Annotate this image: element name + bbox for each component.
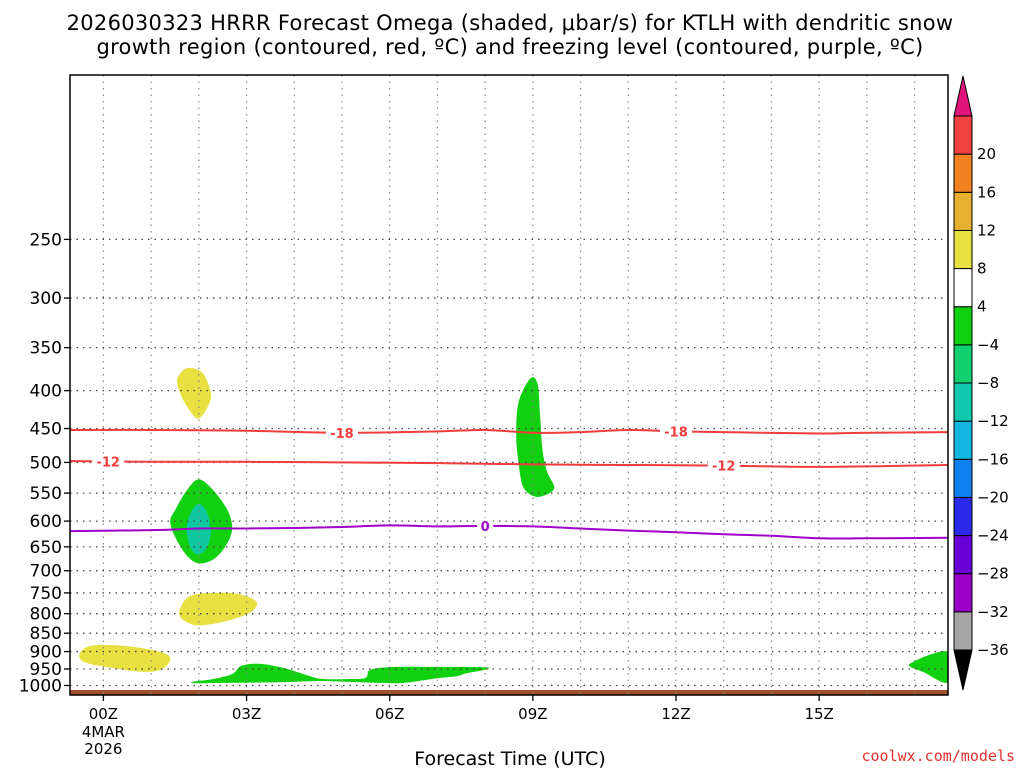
plot-frame (69, 74, 949, 696)
shaded-region-omega-positive-925 (79, 644, 171, 672)
colorbar-label: −16 (977, 450, 1009, 468)
contour-label-bg (325, 424, 358, 441)
contour-label-bg (477, 517, 494, 534)
x-tick-label: 06Z (375, 705, 404, 723)
shaded-region-omega-negative-ascent-400 (516, 377, 555, 497)
shaded-region-terrain (70, 690, 948, 695)
colorbar-over-arrow (953, 75, 973, 117)
y-tick-label: 400 (30, 382, 62, 402)
colorbar-label: 16 (977, 183, 996, 201)
colorbar-under-arrow (953, 649, 973, 691)
colorbar-label: −36 (977, 641, 1009, 659)
credit-text: coolwx.com/models (861, 747, 1015, 765)
colorbar-swatch (953, 306, 973, 346)
contour-label: -18 (330, 427, 354, 442)
contour-label-bg (707, 457, 740, 474)
y-tick-label: 500 (30, 453, 62, 473)
y-tick-label: 900 (30, 643, 62, 663)
contour-label: -18 (664, 425, 688, 440)
shaded-region-omega-negative-edge (909, 651, 948, 683)
chart-title-line1: 2026030323 HRRR Forecast Omega (shaded, … (67, 11, 954, 35)
shaded-region-omega-positive-400 (177, 367, 212, 419)
colorbar-label: −4 (977, 336, 999, 354)
y-tick-label: 550 (30, 484, 62, 504)
colorbar-label: 4 (977, 298, 987, 316)
colorbar-swatch (953, 344, 973, 384)
y-tick-label: 300 (30, 289, 62, 309)
x-tick-label: 09Z (518, 705, 547, 723)
x-tick-label: 15Z (804, 705, 833, 723)
y-tick-label: 250 (30, 230, 62, 250)
contour-dendritic-18 (70, 428, 948, 435)
x-tick-label: 03Z (232, 705, 261, 723)
y-tick-label: 450 (30, 420, 62, 440)
y-tick-label: 950 (30, 660, 62, 680)
contour-label: 0 (481, 520, 490, 535)
y-tick-label: 750 (30, 584, 62, 604)
colorbar-swatch (953, 573, 973, 613)
colorbar-label: −8 (977, 374, 999, 392)
colorbar-label: −32 (977, 603, 1009, 621)
colorbar-swatch (953, 611, 973, 651)
colorbar-label: −24 (977, 527, 1009, 545)
y-tick-label: 650 (30, 538, 62, 558)
x-axis-title: Forecast Time (UTC) (414, 748, 605, 768)
colorbar-swatch (953, 420, 973, 460)
x-tick-label: 00Z (89, 705, 118, 723)
colorbar-swatch (953, 535, 973, 575)
contour-dendritic-12 (70, 460, 948, 468)
colorbar-swatch (953, 382, 973, 422)
colorbar-label: −20 (977, 488, 1009, 506)
chart-title-line2: growth region (contoured, red, ºC) and f… (96, 35, 923, 59)
y-tick-label: 850 (30, 624, 62, 644)
colorbar-swatch (953, 458, 973, 498)
contour-freezing-level (70, 524, 948, 540)
contour-label-bg (660, 423, 693, 440)
plot-area (70, 75, 948, 695)
x-tick-sublabel: 4MAR (82, 723, 125, 741)
colorbar-label: 12 (977, 221, 996, 239)
y-tick-label: 350 (30, 339, 62, 359)
colorbar-label: 20 (977, 145, 996, 163)
y-tick-label: 700 (30, 562, 62, 582)
colorbar-swatch (953, 496, 973, 537)
contour-label: -12 (96, 455, 120, 470)
colorbar-label: −28 (977, 565, 1009, 583)
y-tick-label: 800 (30, 605, 62, 625)
colorbar-swatch (953, 153, 973, 193)
x-tick-label: 12Z (661, 705, 690, 723)
colorbar-swatch (953, 191, 973, 231)
colorbar-swatch (953, 268, 973, 308)
x-tick-sublabel: 2026 (84, 740, 122, 758)
colorbar-label: −12 (977, 412, 1009, 430)
colorbar-swatch (953, 229, 973, 270)
shaded-region-omega-positive-800 (178, 592, 258, 626)
colorbar-swatch (953, 115, 973, 155)
contour-label: -12 (712, 460, 736, 475)
y-tick-label: 1000 (19, 676, 62, 696)
y-tick-label: 600 (30, 512, 62, 532)
contour-label-bg (92, 453, 125, 470)
colorbar-label: 8 (977, 260, 987, 278)
